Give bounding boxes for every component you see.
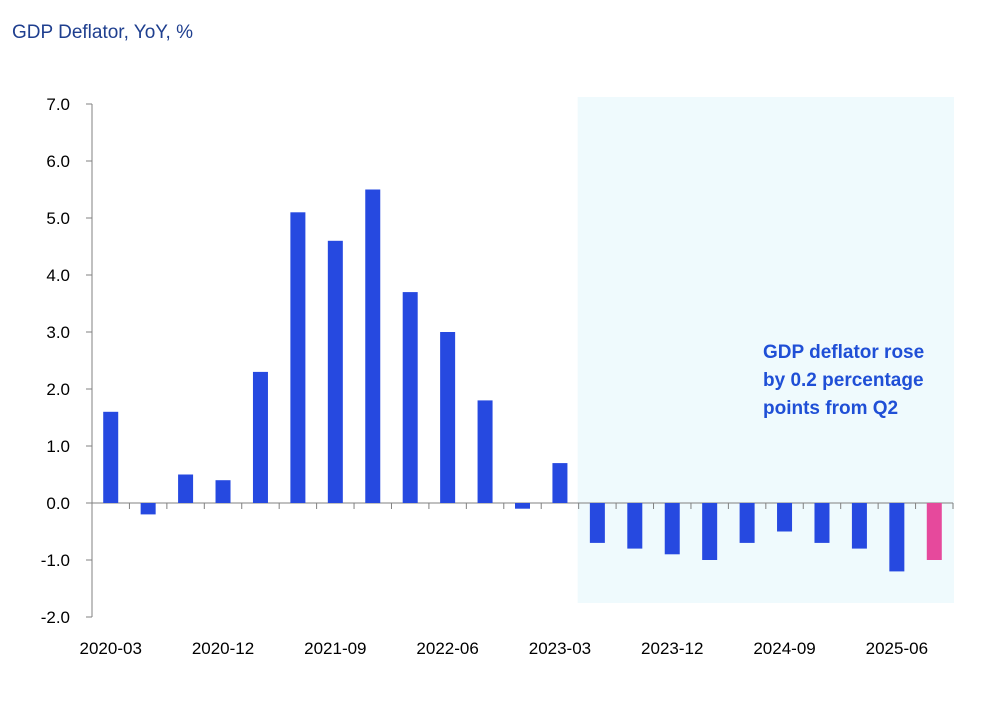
- bar-2025-06: [889, 503, 905, 572]
- bar-2025-03: [851, 503, 867, 549]
- x-tick-label: 2022-06: [416, 639, 478, 658]
- x-tick-label: 2025-06: [866, 639, 928, 658]
- annotation: GDP deflator rose by 0.2 percentage points…: [763, 342, 924, 419]
- y-tick-label: 4.0: [46, 266, 70, 285]
- y-tick-label: 6.0: [46, 152, 70, 171]
- bar-2020-12: [215, 480, 231, 503]
- y-tick-label: -1.0: [41, 551, 70, 570]
- y-tick-labels: 7.0 6.0 5.0 4.0 3.0 2.0 1.0 0.0 -1.0 -2.0: [41, 95, 70, 627]
- bar-2023-06: [589, 503, 605, 543]
- x-tick-label: 2024-09: [753, 639, 815, 658]
- bar-2023-09: [627, 503, 643, 549]
- bar-2021-09: [327, 240, 343, 504]
- bar-2020-09: [178, 474, 194, 503]
- annotation-line: points from Q2: [763, 398, 898, 419]
- x-tick-label: 2020-03: [80, 639, 142, 658]
- bars: [103, 189, 942, 572]
- bar-2024-12: [814, 503, 830, 543]
- bar-2024-06: [739, 503, 755, 543]
- bar-2024-09: [777, 503, 793, 532]
- bar-2025-09: [926, 503, 942, 560]
- y-tick-label: 5.0: [46, 209, 70, 228]
- bar-2022-12: [515, 503, 530, 509]
- y-tick-label: 7.0: [46, 95, 70, 114]
- bar-2022-06: [440, 332, 456, 503]
- bar-2023-03: [552, 463, 568, 503]
- bar-2021-03: [252, 371, 268, 503]
- x-tick-label: 2020-12: [192, 639, 254, 658]
- x-tick-labels: 2020-03 2020-12 2021-09 2022-06 2023-03 2023-…: [80, 639, 929, 658]
- y-tick-label: 1.0: [46, 437, 70, 456]
- bar-2021-06: [290, 212, 306, 504]
- x-tick-label: 2023-12: [641, 639, 703, 658]
- bar-2022-03: [402, 292, 418, 503]
- bar-2024-03: [702, 503, 718, 560]
- y-tick-label: 2.0: [46, 380, 70, 399]
- chart-title: GDP Deflator, YoY, %: [12, 22, 193, 43]
- annotation-line: by 0.2 percentage: [763, 370, 924, 391]
- y-tick-label: -2.0: [41, 608, 70, 627]
- bar-2020-03: [103, 411, 119, 503]
- bar-2022-09: [477, 400, 493, 503]
- y-tick-label: 3.0: [46, 323, 70, 342]
- x-tick-label: 2021-09: [304, 639, 366, 658]
- x-tick-label: 2023-03: [529, 639, 591, 658]
- bar-2020-06: [140, 503, 156, 515]
- bar-2023-12: [664, 503, 680, 555]
- y-tick-label: 0.0: [46, 494, 70, 513]
- bar-2021-12: [365, 189, 381, 503]
- annotation-line: GDP deflator rose: [763, 342, 924, 363]
